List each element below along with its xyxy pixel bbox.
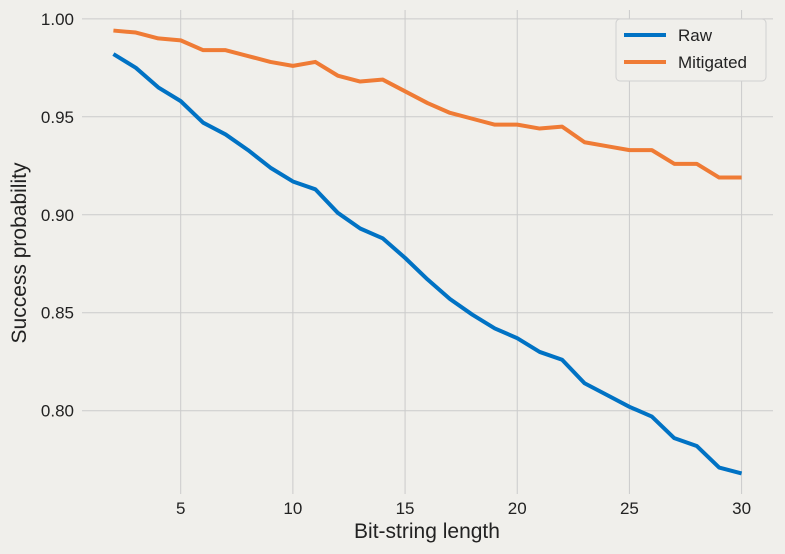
y-tick-label: 0.85: [41, 304, 74, 323]
series-line-mitigated: [113, 28, 742, 180]
x-tick-label: 5: [176, 499, 185, 518]
x-axis-label: Bit-string length: [354, 520, 500, 543]
series-lines: [112, 28, 743, 476]
x-tick-label: 20: [508, 499, 527, 518]
grid: [82, 10, 773, 494]
x-tick-label: 15: [396, 499, 415, 518]
y-axis-label: Success probability: [8, 162, 31, 343]
legend: Raw Mitigated: [615, 18, 767, 82]
series-line-raw: [112, 52, 743, 476]
x-tick-label: 25: [620, 499, 639, 518]
y-tick-label: 1.00: [41, 10, 74, 29]
legend-label-mitigated: Mitigated: [678, 53, 747, 72]
x-tick-label: 30: [732, 499, 751, 518]
y-tick-label: 0.95: [41, 108, 74, 127]
x-tick-label: 10: [283, 499, 302, 518]
tick-labels: 5 10 15 20 25 30 0.80 0.85 0.90 0.95 1.00: [41, 10, 751, 518]
legend-label-raw: Raw: [678, 26, 713, 45]
y-tick-label: 0.80: [41, 402, 74, 421]
y-tick-label: 0.90: [41, 206, 74, 225]
